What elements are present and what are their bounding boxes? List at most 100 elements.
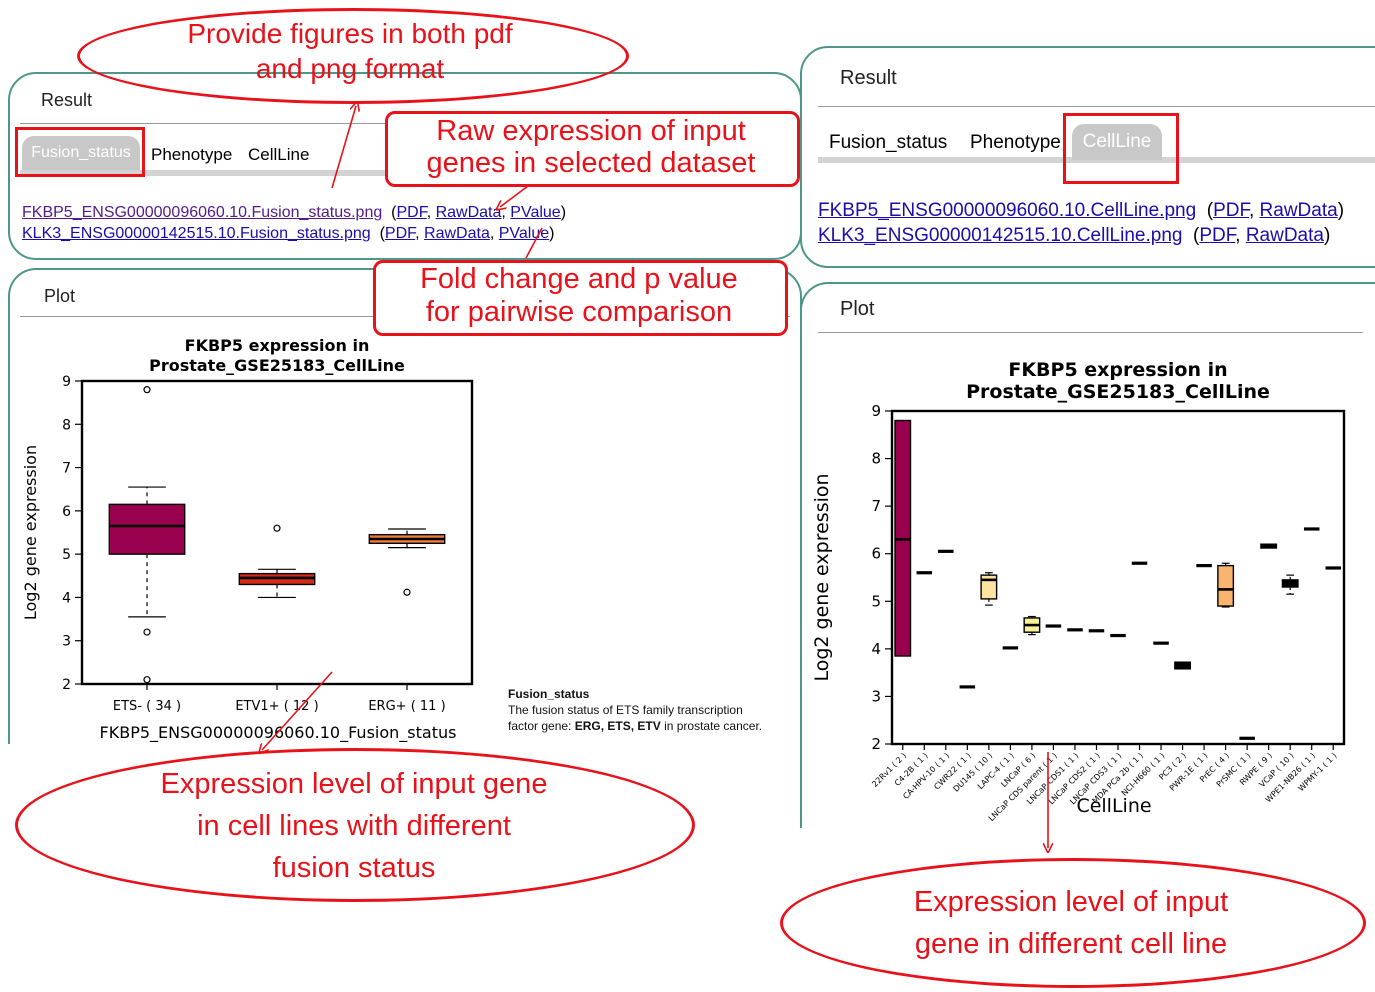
y-tick-label: 8 — [871, 450, 881, 468]
x-axis-label: FKBP5_ENSG00000096060.10_Fusion_status — [100, 723, 457, 743]
x-tick-label: ETS- ( 34 ) — [113, 699, 181, 714]
right-pdf-link-2[interactable]: PDF — [1199, 225, 1236, 246]
x-tick-label: ERG+ ( 11 ) — [368, 699, 445, 714]
left-pvalue-link-2[interactable]: PValue — [498, 225, 550, 242]
y-tick-label: 7 — [871, 497, 881, 515]
callout-fold-text-1: Fold change and p value — [420, 263, 738, 295]
left-plot-title: Plot — [44, 286, 76, 306]
callout-left-expr-text-1: Expression level of input gene — [160, 768, 548, 800]
left-file-row-1: FKBP5_ENSG00000096060.10.Fusion_status.p… — [22, 204, 567, 221]
callout-right-expr-ellipse — [780, 858, 1366, 988]
outlier-point — [273, 524, 281, 532]
y-axis-label: Log2 gene expression — [21, 445, 40, 620]
x-tick-label: ETV1+ ( 12 ) — [235, 699, 318, 714]
y-tick-label: 4 — [871, 640, 881, 658]
box-iqr — [108, 503, 186, 555]
box-7 — [1023, 615, 1041, 636]
left-pdf-link-1[interactable]: PDF — [396, 204, 427, 221]
y-tick-label: 2 — [871, 735, 881, 753]
right-rawdata-link-2[interactable]: RawData — [1245, 225, 1324, 246]
y-axis-label: Log2 gene expression — [811, 473, 833, 681]
callout-formats-ellipse — [77, 8, 629, 104]
box-5 — [980, 572, 998, 606]
callout-formats-text: Provide figures in both pdf and png form… — [187, 18, 513, 84]
y-tick-label: 9 — [871, 402, 881, 420]
chart-title-line-2: Prostate_GSE25183_CellLine — [149, 356, 405, 375]
right-boxplot-chart: FKBP5 expression inProstate_GSE25183_Cel… — [811, 359, 1346, 823]
legend-text-1: The fusion status of ETS family transcri… — [508, 703, 743, 718]
left-plot-legend: Fusion_status The fusion status of ETS f… — [508, 686, 762, 735]
right-tab-phenotype[interactable]: Phenotype — [970, 132, 1061, 153]
left-pvalue-link-1[interactable]: PValue — [510, 204, 561, 221]
right-file-row-1: FKBP5_ENSG00000096060.10.CellLine.png (P… — [818, 200, 1345, 221]
right-tab-cellline[interactable]: CellLine — [1072, 124, 1162, 160]
outlier-point — [143, 628, 151, 636]
legend-title: Fusion_status — [508, 687, 590, 701]
left-file-link-1[interactable]: FKBP5_ENSG00000096060.10.Fusion_status.p… — [22, 204, 383, 221]
box-16 — [1217, 562, 1235, 608]
chart-title-line-1: FKBP5 expression in — [185, 336, 370, 355]
left-tab-cellline[interactable]: CellLine — [248, 145, 310, 164]
right-rawdata-link-1[interactable]: RawData — [1259, 200, 1338, 221]
right-active-tab-highlight — [1063, 113, 1179, 184]
left-result-title: Result — [41, 90, 93, 110]
box-3 — [368, 528, 446, 596]
right-tab-strip — [818, 157, 1375, 163]
left-active-tab-highlight — [15, 127, 145, 177]
plot-frame — [890, 409, 1346, 746]
box-18 — [1260, 543, 1278, 549]
y-tick-label: 4 — [62, 590, 71, 606]
callout-fold-box — [373, 260, 788, 336]
callout-left-expr-text-3: fusion status — [272, 852, 436, 884]
right-result-title: Result — [840, 67, 897, 89]
left-tab-phenotype[interactable]: Phenotype — [151, 145, 233, 164]
callout-fold-text-2: for pairwise comparison — [425, 296, 733, 328]
y-tick-label: 3 — [871, 687, 881, 705]
y-tick-label: 7 — [62, 461, 71, 477]
callout-right-expr-text-2: gene in different cell line — [914, 928, 1228, 960]
callout-rawexpr-box — [385, 111, 800, 187]
right-file-link-2[interactable]: KLK3_ENSG00000142515.10.CellLine.png — [818, 225, 1183, 246]
outlier-point — [143, 676, 151, 684]
x-tick-label: WPMY-1 ( 1 ) — [1297, 751, 1339, 793]
box-14 — [1174, 661, 1192, 670]
y-tick-label: 9 — [62, 374, 71, 390]
y-tick-label: 2 — [62, 677, 71, 693]
callout-rawexpr-text-1: Raw expression of input — [436, 115, 746, 147]
y-tick-label: 5 — [871, 592, 881, 610]
callout-left-expr-ellipse — [15, 748, 695, 902]
left-rawdata-link-1[interactable]: RawData — [435, 204, 502, 221]
left-pdf-link-2[interactable]: PDF — [384, 225, 416, 242]
right-file-row-2: KLK3_ENSG00000142515.10.CellLine.png (PD… — [818, 225, 1331, 246]
right-plot-title: Plot — [840, 298, 875, 320]
right-tab-fusion-status[interactable]: Fusion_status — [829, 132, 948, 153]
right-pdf-link-1[interactable]: PDF — [1213, 200, 1249, 221]
y-tick-label: 6 — [871, 545, 881, 563]
left-file-link-2[interactable]: KLK3_ENSG00000142515.10.Fusion_status.pn… — [22, 225, 371, 242]
right-result-divider — [818, 106, 1375, 107]
box-1 — [108, 386, 186, 684]
box-1 — [894, 419, 912, 657]
left-rawdata-link-2[interactable]: RawData — [424, 225, 490, 242]
y-tick-label: 3 — [62, 634, 71, 650]
callout-right-expr-text-1: Expression level of input — [913, 886, 1229, 918]
outlier-point — [143, 386, 151, 394]
y-tick-label: 6 — [62, 504, 71, 520]
left-boxplot-chart: FKBP5 expression inProstate_GSE25183_Cel… — [21, 336, 474, 743]
outlier-point — [403, 588, 411, 596]
y-tick-label: 5 — [62, 547, 71, 563]
right-file-link-1[interactable]: FKBP5_ENSG00000096060.10.CellLine.png — [818, 200, 1197, 221]
chart-title-line-1: FKBP5 expression in — [1008, 359, 1227, 381]
left-tab-fusion-status[interactable]: Fusion_status — [22, 136, 140, 170]
box-19 — [1281, 574, 1299, 595]
box-iqr — [1217, 564, 1235, 607]
callout-rawexpr-text-2: genes in selected dataset — [426, 147, 756, 179]
box-2 — [238, 524, 316, 599]
chart-title-line-2: Prostate_GSE25183_CellLine — [966, 381, 1270, 403]
right-plot-divider — [818, 332, 1363, 333]
x-axis-label: CellLine — [1076, 795, 1151, 817]
legend-text-2: factor gene: ERG, ETS, ETV in prostate c… — [508, 719, 763, 734]
y-tick-label: 8 — [62, 417, 71, 433]
left-file-row-2: KLK3_ENSG00000142515.10.Fusion_status.pn… — [22, 225, 555, 242]
callout-left-expr-text-2: in cell lines with different — [197, 810, 511, 842]
